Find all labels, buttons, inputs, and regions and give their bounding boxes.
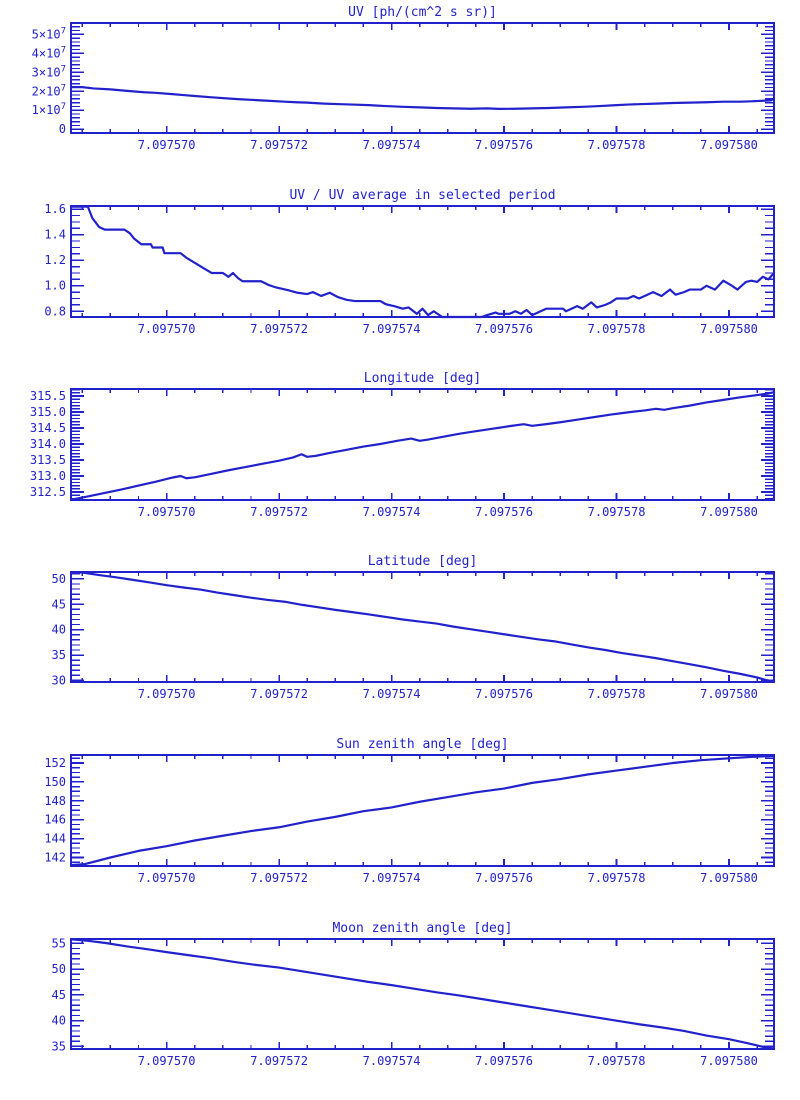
x-axis-tick-label: 7.097572	[250, 687, 308, 701]
chart-title-uv: UV [ph/(cm^2 s sr)]	[348, 5, 497, 20]
x-axis-tick-label: 7.097574	[363, 505, 421, 519]
plot-frame	[70, 22, 775, 134]
x-axis-tick-label: 7.097576	[475, 687, 533, 701]
plot-frame	[70, 754, 775, 867]
x-axis-tick-label: 7.097576	[475, 138, 533, 152]
x-axis-tick-label: 7.097576	[475, 1054, 533, 1068]
x-axis-tick-label: 7.097578	[588, 138, 646, 152]
y-axis-tick-label: 0.8	[44, 304, 66, 318]
chart-title-latitude: Latitude [deg]	[367, 554, 478, 569]
y-axis-tick-label: 1.2	[44, 253, 66, 267]
x-axis-tick-label: 7.097570	[138, 505, 196, 519]
y-axis-tick-label: 50	[52, 962, 66, 976]
y-axis-tick-label: 30	[52, 673, 66, 687]
x-axis-tick-label: 7.097578	[588, 322, 646, 336]
y-axis-tick-label: 314.0	[30, 437, 66, 451]
y-axis-tick-label: 152	[44, 756, 66, 770]
y-axis-tick-label: 40	[52, 623, 66, 637]
y-axis-tick-label: 50	[52, 572, 66, 586]
chart-panel-0: 7.097570 7.097572 7.097574 7.097576 7.097578…	[32, 22, 776, 152]
chart-title-moon-zenith: Moon zenith angle [deg]	[332, 921, 513, 936]
y-axis-tick-label: 146	[44, 813, 66, 827]
x-axis-tick-label: 7.097570	[138, 687, 196, 701]
chart-panel-2: 7.097570 7.097572 7.097574 7.097576 7.097578…	[30, 388, 776, 519]
x-axis-tick-label: 7.097580	[700, 322, 758, 336]
chart-panel-5: 7.097570 7.097572 7.097574 7.097576 7.097578…	[52, 936, 776, 1068]
x-axis-tick-label: 7.097570	[138, 138, 196, 152]
x-axis-tick-label: 7.097574	[363, 1054, 421, 1068]
y-axis-tick-label: 45	[52, 597, 66, 611]
y-axis-tick-label: 144	[44, 832, 66, 846]
x-axis-tick-label: 7.097578	[588, 871, 646, 885]
x-axis-tick-label: 7.097572	[250, 1054, 308, 1068]
y-axis-tick-label: 40	[52, 1014, 66, 1028]
x-axis-tick-label: 7.097578	[588, 687, 646, 701]
x-axis-tick-label: 7.097580	[700, 687, 758, 701]
y-axis-tick-label: 312.5	[30, 485, 66, 499]
chart-title-uv-ratio: UV / UV average in selected period	[289, 188, 556, 203]
x-axis-tick-label: 7.097580	[700, 505, 758, 519]
x-axis-tick-label: 7.097576	[475, 322, 533, 336]
chart-panel-1: 7.097570 7.097572 7.097574 7.097576 7.097578…	[44, 202, 776, 336]
y-axis-tick-label: 313.0	[30, 469, 66, 483]
y-axis-tick-label: 315.0	[30, 405, 66, 419]
x-axis-tick-label: 7.097572	[250, 871, 308, 885]
y-axis-tick-label: 142	[44, 850, 66, 864]
y-axis-tick-label: 1.0	[44, 279, 66, 293]
data-line	[69, 85, 776, 111]
x-axis-tick-label: 7.097572	[250, 505, 308, 519]
x-axis-tick-label: 7.097570	[138, 1054, 196, 1068]
x-axis-tick-label: 7.097580	[700, 138, 758, 152]
x-axis-tick-label: 7.097578	[588, 1054, 646, 1068]
x-axis-tick-label: 7.097572	[250, 322, 308, 336]
data-line	[69, 754, 776, 867]
chart-panel-3: 7.097570 7.097572 7.097574 7.097576 7.097578…	[52, 571, 776, 701]
x-axis-tick-label: 7.097570	[138, 322, 196, 336]
plot-frame	[70, 938, 775, 1050]
y-axis-tick-label: 35	[52, 1039, 66, 1053]
y-axis-tick-label: 1×107	[32, 102, 66, 117]
y-axis-tick-label: 45	[52, 988, 66, 1002]
x-axis-tick-label: 7.097580	[700, 1054, 758, 1068]
x-axis-tick-label: 7.097576	[475, 871, 533, 885]
data-line	[69, 571, 776, 683]
data-line	[69, 938, 776, 1050]
chart-panel-4: 7.097570 7.097572 7.097574 7.097576 7.097578…	[44, 754, 776, 885]
x-axis-tick-label: 7.097574	[363, 322, 421, 336]
y-axis-tick-label: 0	[59, 122, 66, 136]
x-axis-tick-label: 7.097574	[363, 871, 421, 885]
x-axis-tick-label: 7.097572	[250, 138, 308, 152]
x-axis-tick-label: 7.097574	[363, 138, 421, 152]
x-axis-tick-label: 7.097570	[138, 871, 196, 885]
plot-frame	[70, 571, 775, 683]
y-axis-tick-label: 313.5	[30, 453, 66, 467]
x-axis-tick-label: 7.097574	[363, 687, 421, 701]
data-line	[69, 391, 776, 501]
y-axis-tick-label: 1.6	[44, 202, 66, 216]
y-axis-tick-label: 4×107	[32, 45, 66, 60]
chart-title-sun-zenith: Sun zenith angle [deg]	[336, 737, 509, 752]
chart-title-longitude: Longitude [deg]	[363, 371, 482, 386]
y-axis-tick-label: 3×107	[32, 64, 66, 79]
data-line	[69, 205, 776, 319]
y-axis-tick-label: 35	[52, 648, 66, 662]
y-axis-tick-label: 55	[52, 936, 66, 950]
plot-frame	[70, 205, 775, 318]
y-axis-tick-label: 314.5	[30, 421, 66, 435]
y-axis-tick-label: 148	[44, 794, 66, 808]
y-axis-tick-label: 5×107	[32, 26, 66, 41]
y-axis-tick-label: 150	[44, 775, 66, 789]
plot-frame	[70, 388, 775, 501]
y-axis-tick-label: 1.4	[44, 228, 66, 242]
y-axis-tick-label: 2×107	[32, 83, 66, 98]
y-axis-tick-label: 315.5	[30, 389, 66, 403]
x-axis-tick-label: 7.097580	[700, 871, 758, 885]
x-axis-tick-label: 7.097578	[588, 505, 646, 519]
x-axis-tick-label: 7.097576	[475, 505, 533, 519]
